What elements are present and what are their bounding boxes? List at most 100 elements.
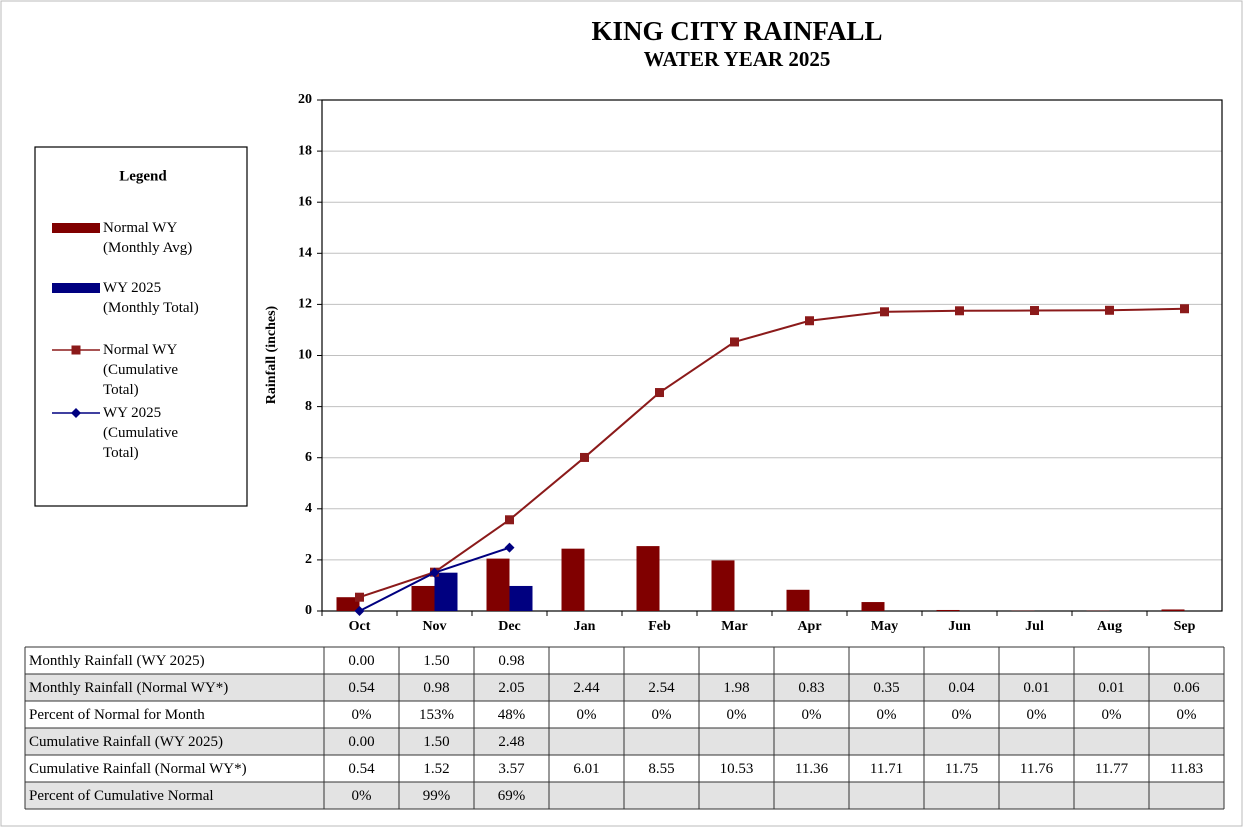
bar [561, 548, 585, 611]
table-cell: 0.54 [348, 680, 375, 696]
table-cell: 11.77 [1095, 761, 1129, 777]
table-cell: 0% [727, 707, 747, 723]
table-cell: 6.01 [573, 761, 599, 777]
legend-box [34, 146, 248, 507]
line-marker [730, 337, 739, 347]
table-cell: 153% [419, 707, 454, 723]
line-marker [655, 388, 664, 398]
table-cell: 0.04 [948, 680, 975, 696]
x-tick-label: Aug [1097, 619, 1122, 634]
bar [786, 589, 810, 611]
line-marker [504, 542, 515, 553]
table-cell: 1.98 [723, 680, 749, 696]
table-cell: 0% [1027, 707, 1047, 723]
legend-entry: WY 2025 (Cumulative Total) [103, 405, 178, 461]
table-cell: 11.71 [870, 761, 903, 777]
table-cell: 2.48 [498, 734, 524, 750]
line-marker [580, 452, 589, 462]
table-cell: 0.01 [1098, 680, 1124, 696]
table-row-label: Monthly Rainfall (Normal WY*) [29, 680, 228, 696]
line-marker [955, 306, 964, 316]
x-tick-label: Oct [349, 619, 371, 634]
legend-entry: WY 2025 (Monthly Total) [103, 280, 199, 316]
table-cell: 0% [802, 707, 822, 723]
y-tick-label: 8 [305, 399, 312, 414]
y-tick-label: 20 [298, 92, 312, 107]
x-tick-label: Jan [574, 619, 596, 634]
table-cell: 99% [423, 788, 451, 804]
x-tick-label: Mar [721, 619, 747, 634]
line-marker [1030, 306, 1039, 316]
line-marker [505, 515, 514, 525]
table-cell: 1.50 [423, 653, 449, 669]
bar [861, 602, 885, 611]
y-tick-label: 18 [298, 143, 312, 158]
line-marker [1180, 304, 1189, 314]
legend-swatch [52, 223, 100, 233]
table-cell: 0% [652, 707, 672, 723]
legend-label: Normal WY (Cumulative Total) [103, 342, 178, 398]
bar [434, 572, 458, 611]
table-cell: 0% [952, 707, 972, 723]
table-cell: 11.36 [795, 761, 829, 777]
line-marker [355, 592, 364, 602]
x-tick-label: Jul [1025, 619, 1044, 634]
legend-label: WY 2025 (Monthly Total) [103, 280, 199, 316]
table-cell: 0.35 [873, 680, 899, 696]
legend-label: Normal WY (Monthly Avg) [103, 220, 193, 256]
y-tick-label: 10 [298, 348, 312, 363]
chart-subtitle: WATER YEAR 2025 [644, 47, 831, 71]
x-tick-label: Apr [797, 619, 821, 634]
bar [486, 558, 510, 611]
table-cell: 0% [1102, 707, 1122, 723]
table-cell: 0.83 [798, 680, 824, 696]
table-cell: 48% [498, 707, 526, 723]
table-cell: 2.05 [498, 680, 524, 696]
bar [411, 585, 435, 611]
table-cell: 0.00 [348, 734, 374, 750]
x-tick-label: Nov [422, 619, 446, 634]
table-cell: 10.53 [720, 761, 754, 777]
table-cell: 0.98 [423, 680, 449, 696]
table-cell: 11.83 [1170, 761, 1203, 777]
line-marker [880, 307, 889, 317]
bar [936, 609, 960, 611]
y-tick-label: 12 [298, 297, 312, 312]
table-cell: 0.06 [1173, 680, 1200, 696]
bar [636, 546, 660, 611]
y-tick-label: 6 [305, 450, 312, 465]
x-tick-label: May [871, 619, 898, 634]
table-cell: 2.44 [573, 680, 600, 696]
line-marker [805, 316, 814, 326]
table-row-label: Monthly Rainfall (WY 2025) [29, 653, 205, 669]
line-marker [1105, 305, 1114, 315]
legend-entry: Normal WY (Cumulative Total) [103, 342, 178, 398]
table-cell: 0% [877, 707, 897, 723]
table-cell: 69% [498, 788, 526, 804]
legend-swatch [52, 283, 100, 293]
table-cell: 0.01 [1023, 680, 1049, 696]
table-cell: 11.76 [1020, 761, 1054, 777]
table-cell: 0.54 [348, 761, 375, 777]
y-tick-label: 4 [305, 501, 312, 516]
bar [1161, 609, 1185, 611]
table-cell: 11.75 [945, 761, 978, 777]
legend-marker [71, 345, 81, 355]
line-marker [429, 567, 440, 578]
legend-marker [71, 408, 81, 418]
y-tick-label: 2 [305, 552, 312, 567]
table-cell: 2.54 [648, 680, 675, 696]
legend-title: Legend [119, 168, 167, 184]
y-axis-label: Rainfall (inches) [264, 305, 279, 404]
table-cell: 0% [1177, 707, 1197, 723]
table-cell: 1.50 [423, 734, 449, 750]
table-cell: 0% [577, 707, 597, 723]
table-cell: 8.55 [648, 761, 674, 777]
table-cell: 0% [352, 788, 372, 804]
x-tick-label: Jun [948, 619, 971, 634]
table-row-label: Percent of Normal for Month [29, 707, 205, 723]
table-cell: 0.98 [498, 653, 524, 669]
table-row-label: Percent of Cumulative Normal [29, 788, 214, 804]
y-tick-label: 16 [298, 194, 312, 209]
